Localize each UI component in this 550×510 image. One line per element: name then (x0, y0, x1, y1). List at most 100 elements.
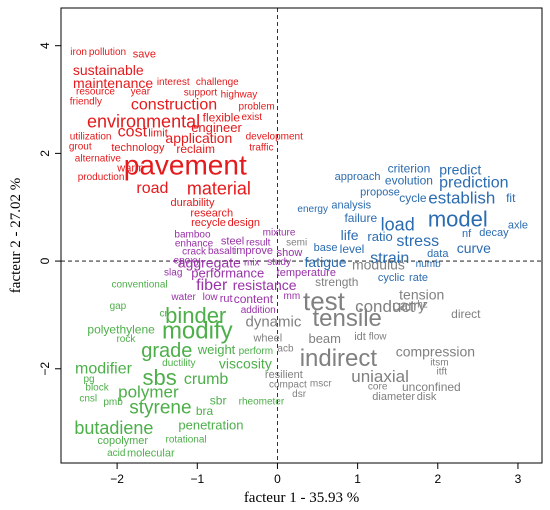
word-label: failure (344, 211, 377, 225)
word-label: direct (451, 307, 481, 321)
word-label: cnsl (79, 393, 97, 404)
word-label: fiber (196, 277, 228, 294)
word-label: block (85, 383, 109, 394)
word-label: construction (131, 96, 217, 113)
word-label: stress (396, 233, 439, 250)
word-label: material (187, 178, 251, 198)
word-label: life (341, 227, 359, 243)
word-label: ductility (162, 358, 195, 369)
word-label: numb (416, 259, 441, 270)
word-label: nf (462, 228, 472, 240)
word-label: rate (409, 272, 428, 284)
word-label: reclaim (176, 142, 215, 156)
word-label: mix (244, 258, 260, 269)
x-axis-title: facteur 1 - 35.93 % (244, 490, 359, 506)
word-label: compact (269, 379, 307, 390)
word-label: bra (196, 404, 214, 418)
word-label: mscr (310, 378, 332, 389)
word-label: sbs (142, 365, 176, 390)
word-label: mixture (263, 228, 296, 239)
word-label: crack (182, 246, 207, 257)
word-label: traffic (249, 143, 273, 154)
word-label: dynamic (246, 313, 302, 330)
word-label: tension (399, 286, 444, 302)
word-label: pg (83, 374, 94, 385)
plot-frame (60, 7, 543, 464)
word-label: conduct (355, 297, 415, 316)
y-axis: −2 0 2 4 (38, 42, 61, 376)
word-label: predict (439, 162, 481, 178)
word-label: axle (508, 220, 528, 232)
y-axis-title: facteur 2 - 27.02 % (8, 178, 24, 293)
word-label: pmb (103, 397, 123, 408)
word-label: semi (286, 237, 307, 248)
word-label: rotational (165, 434, 206, 445)
word-label: ratio (367, 229, 392, 244)
word-label: beam (308, 331, 341, 346)
word-label: slag (164, 267, 182, 278)
word-label: compression (396, 344, 475, 360)
word-label: steel (221, 236, 244, 248)
word-label: improve (234, 245, 273, 257)
y-tick-label: −2 (38, 362, 52, 376)
word-label: technology (111, 142, 165, 154)
word-label: save (133, 48, 156, 60)
word-label: penetration (178, 417, 243, 432)
word-label: viscosity (219, 355, 272, 371)
word-label: unconfined (402, 380, 461, 394)
word-label: binder (165, 303, 226, 328)
word-label: recycle (191, 217, 226, 229)
x-tick-label: 2 (434, 472, 441, 486)
word-label: show (277, 247, 303, 259)
word-label: development (246, 132, 303, 143)
word-label: fatigue (305, 254, 347, 270)
x-tick-label: 1 (354, 472, 361, 486)
word-label: idt (354, 331, 366, 343)
word-label: production (78, 172, 125, 183)
word-label: engineer (191, 120, 242, 135)
word-label: load (381, 214, 415, 234)
word-label: aggregate (178, 255, 241, 271)
word-label: enhance (175, 238, 214, 249)
word-label: highway (221, 90, 258, 101)
word-label: modifier (75, 360, 133, 377)
word-label: content (234, 292, 274, 306)
word-label: addition (241, 305, 276, 316)
word-label: hz (417, 300, 428, 311)
word-label: energy (297, 204, 328, 215)
word-label: strain (370, 250, 409, 267)
word-label: cyclic (378, 272, 405, 284)
x-tick-label: −2 (110, 472, 124, 486)
word-label: cr (159, 308, 168, 319)
word-label: rheometer (239, 397, 285, 408)
word-label: conventional (111, 279, 167, 290)
word-label: acb (277, 343, 294, 354)
word-label: interest (157, 77, 190, 88)
x-tick-label: −1 (190, 472, 204, 486)
word-label: fit (506, 191, 516, 205)
word-label: resource (76, 87, 115, 98)
word-label: warm (116, 162, 144, 174)
word-label: decay (479, 227, 509, 239)
word-label: core (368, 382, 388, 393)
x-axis: −2 −1 0 1 2 3 (110, 463, 522, 486)
word-label: establish (428, 189, 495, 208)
word-label: crumb (184, 371, 229, 388)
word-label: prediction (439, 175, 508, 192)
word-label: uniaxial (351, 367, 409, 386)
word-label: evolution (385, 173, 433, 187)
word-label: polymer (118, 382, 179, 401)
word-label: rut (220, 293, 233, 305)
word-label: support (184, 88, 218, 99)
word-label: iron (70, 47, 87, 58)
word-label: polyethylene (87, 322, 155, 336)
word-label: water (170, 292, 196, 303)
word-label: limit (148, 127, 168, 139)
word-label: application (165, 130, 232, 146)
word-label: sustainable (73, 62, 144, 78)
word-label: road (136, 180, 168, 197)
word-label: acid (107, 448, 125, 459)
word-label: carry (392, 297, 426, 314)
word-label: styrene (129, 398, 191, 419)
